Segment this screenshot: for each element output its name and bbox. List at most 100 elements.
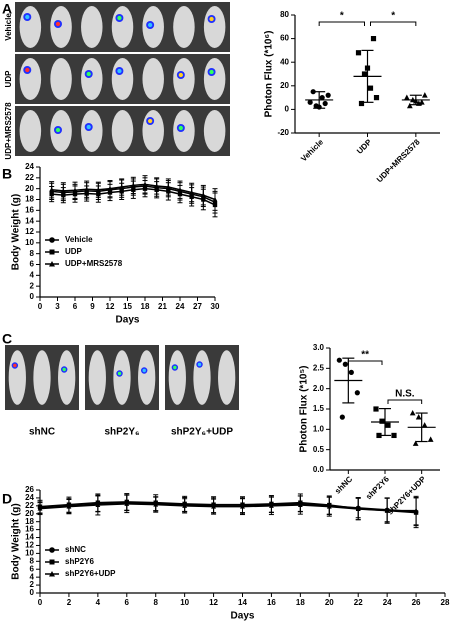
y-tick-label: 8 (30, 556, 35, 565)
marker (119, 184, 125, 190)
y-tick-label: 4 (30, 572, 35, 581)
y-tick-label: 1.0 (313, 424, 325, 433)
signal (209, 16, 214, 22)
y-tick-label: 24 (25, 162, 34, 171)
x-tick-label: 4 (96, 598, 101, 607)
x-axis-label: Days (116, 315, 140, 326)
y-tick-label: 20 (25, 509, 34, 518)
y-tick-label: 6 (30, 260, 35, 269)
mouse (203, 6, 226, 48)
y-tick-label: 1.5 (313, 404, 325, 413)
image-row-label: UDP (4, 70, 13, 88)
y-tick-label: 0 (30, 588, 35, 597)
marker (391, 432, 397, 439)
mouse (111, 58, 134, 100)
legend-marker (49, 261, 55, 267)
y-tick-label: 18 (25, 517, 34, 526)
mouse (19, 58, 42, 100)
panel-letter: D (2, 491, 12, 507)
marker (322, 100, 328, 107)
signal (197, 362, 202, 367)
legend-marker (49, 547, 55, 553)
mouse (203, 110, 226, 152)
marker (403, 94, 410, 100)
signal (62, 367, 66, 372)
marker (240, 503, 245, 509)
marker (189, 189, 195, 195)
mouse (111, 110, 134, 152)
signal (55, 21, 61, 27)
marker (72, 187, 78, 193)
marker (385, 422, 391, 428)
mouse (173, 58, 195, 100)
mouse (88, 350, 106, 405)
marker (200, 192, 206, 198)
marker (316, 104, 322, 110)
y-axis-label: Body Weight (g) (11, 503, 22, 579)
significance-label: N.S. (395, 389, 415, 400)
y-tick-label: 0.5 (313, 445, 325, 454)
marker (37, 505, 43, 511)
y-tick-label: 16 (25, 205, 34, 214)
y-tick-label: 8 (30, 249, 35, 258)
marker (406, 102, 413, 109)
marker (310, 89, 316, 95)
marker (370, 36, 377, 42)
x-tick-label: 22 (354, 598, 363, 607)
x-tick-label: 27 (193, 302, 202, 311)
y-tick-label: 24 (25, 493, 34, 502)
signal (13, 363, 17, 368)
legend-marker (49, 559, 55, 565)
x-tick-label: UDP+MRS2578 (375, 137, 422, 184)
x-tick-label: 15 (123, 302, 132, 311)
marker (367, 85, 374, 91)
y-tick-label: 2 (30, 580, 35, 589)
legend-label: shP2Y6+UDP (65, 569, 116, 578)
y-tick-label: 0 (30, 292, 35, 301)
y-tick-label: 2.5 (313, 363, 325, 372)
x-tick-label: 6 (125, 598, 130, 607)
image-row-label: Vehicle (4, 13, 13, 41)
x-tick-label: 30 (211, 302, 220, 311)
marker (409, 409, 416, 416)
signal (86, 124, 91, 130)
mouse (218, 350, 236, 405)
signal (25, 14, 30, 20)
marker (427, 436, 434, 442)
legend-label: shNC (65, 545, 86, 554)
y-tick-label: -20 (277, 128, 289, 137)
marker (297, 502, 303, 508)
marker (342, 361, 348, 367)
y-axis-label: Photon Flux (*10⁵) (299, 366, 310, 453)
mouse (113, 350, 131, 405)
x-tick-label: 9 (90, 302, 95, 311)
mouse (19, 110, 42, 152)
legend-marker (49, 571, 55, 577)
significance-label: ** (361, 350, 369, 361)
signal (55, 127, 61, 133)
signal (117, 371, 122, 376)
marker (418, 99, 425, 105)
y-tick-label: 0 (285, 105, 290, 114)
marker (364, 65, 371, 71)
marker (319, 95, 325, 101)
x-tick-label: 0 (38, 598, 43, 607)
marker (413, 507, 419, 513)
y-axis-label: Body Weight (g) (11, 194, 22, 270)
y-tick-label: 20 (25, 184, 34, 193)
y-tick-label: 6 (30, 564, 35, 573)
x-tick-label: 24 (176, 302, 185, 311)
mouse (142, 58, 164, 100)
marker (358, 100, 365, 107)
marker (421, 422, 428, 428)
y-tick-label: 80 (280, 10, 289, 19)
marker (269, 503, 274, 508)
marker (130, 182, 136, 188)
y-tick-label: 26 (25, 485, 34, 494)
marker (355, 506, 361, 511)
signal (147, 118, 153, 124)
x-tick-label: 12 (106, 302, 115, 311)
significance-label: * (340, 11, 344, 22)
mouse (142, 110, 164, 152)
y-tick-label: 22 (25, 501, 34, 510)
